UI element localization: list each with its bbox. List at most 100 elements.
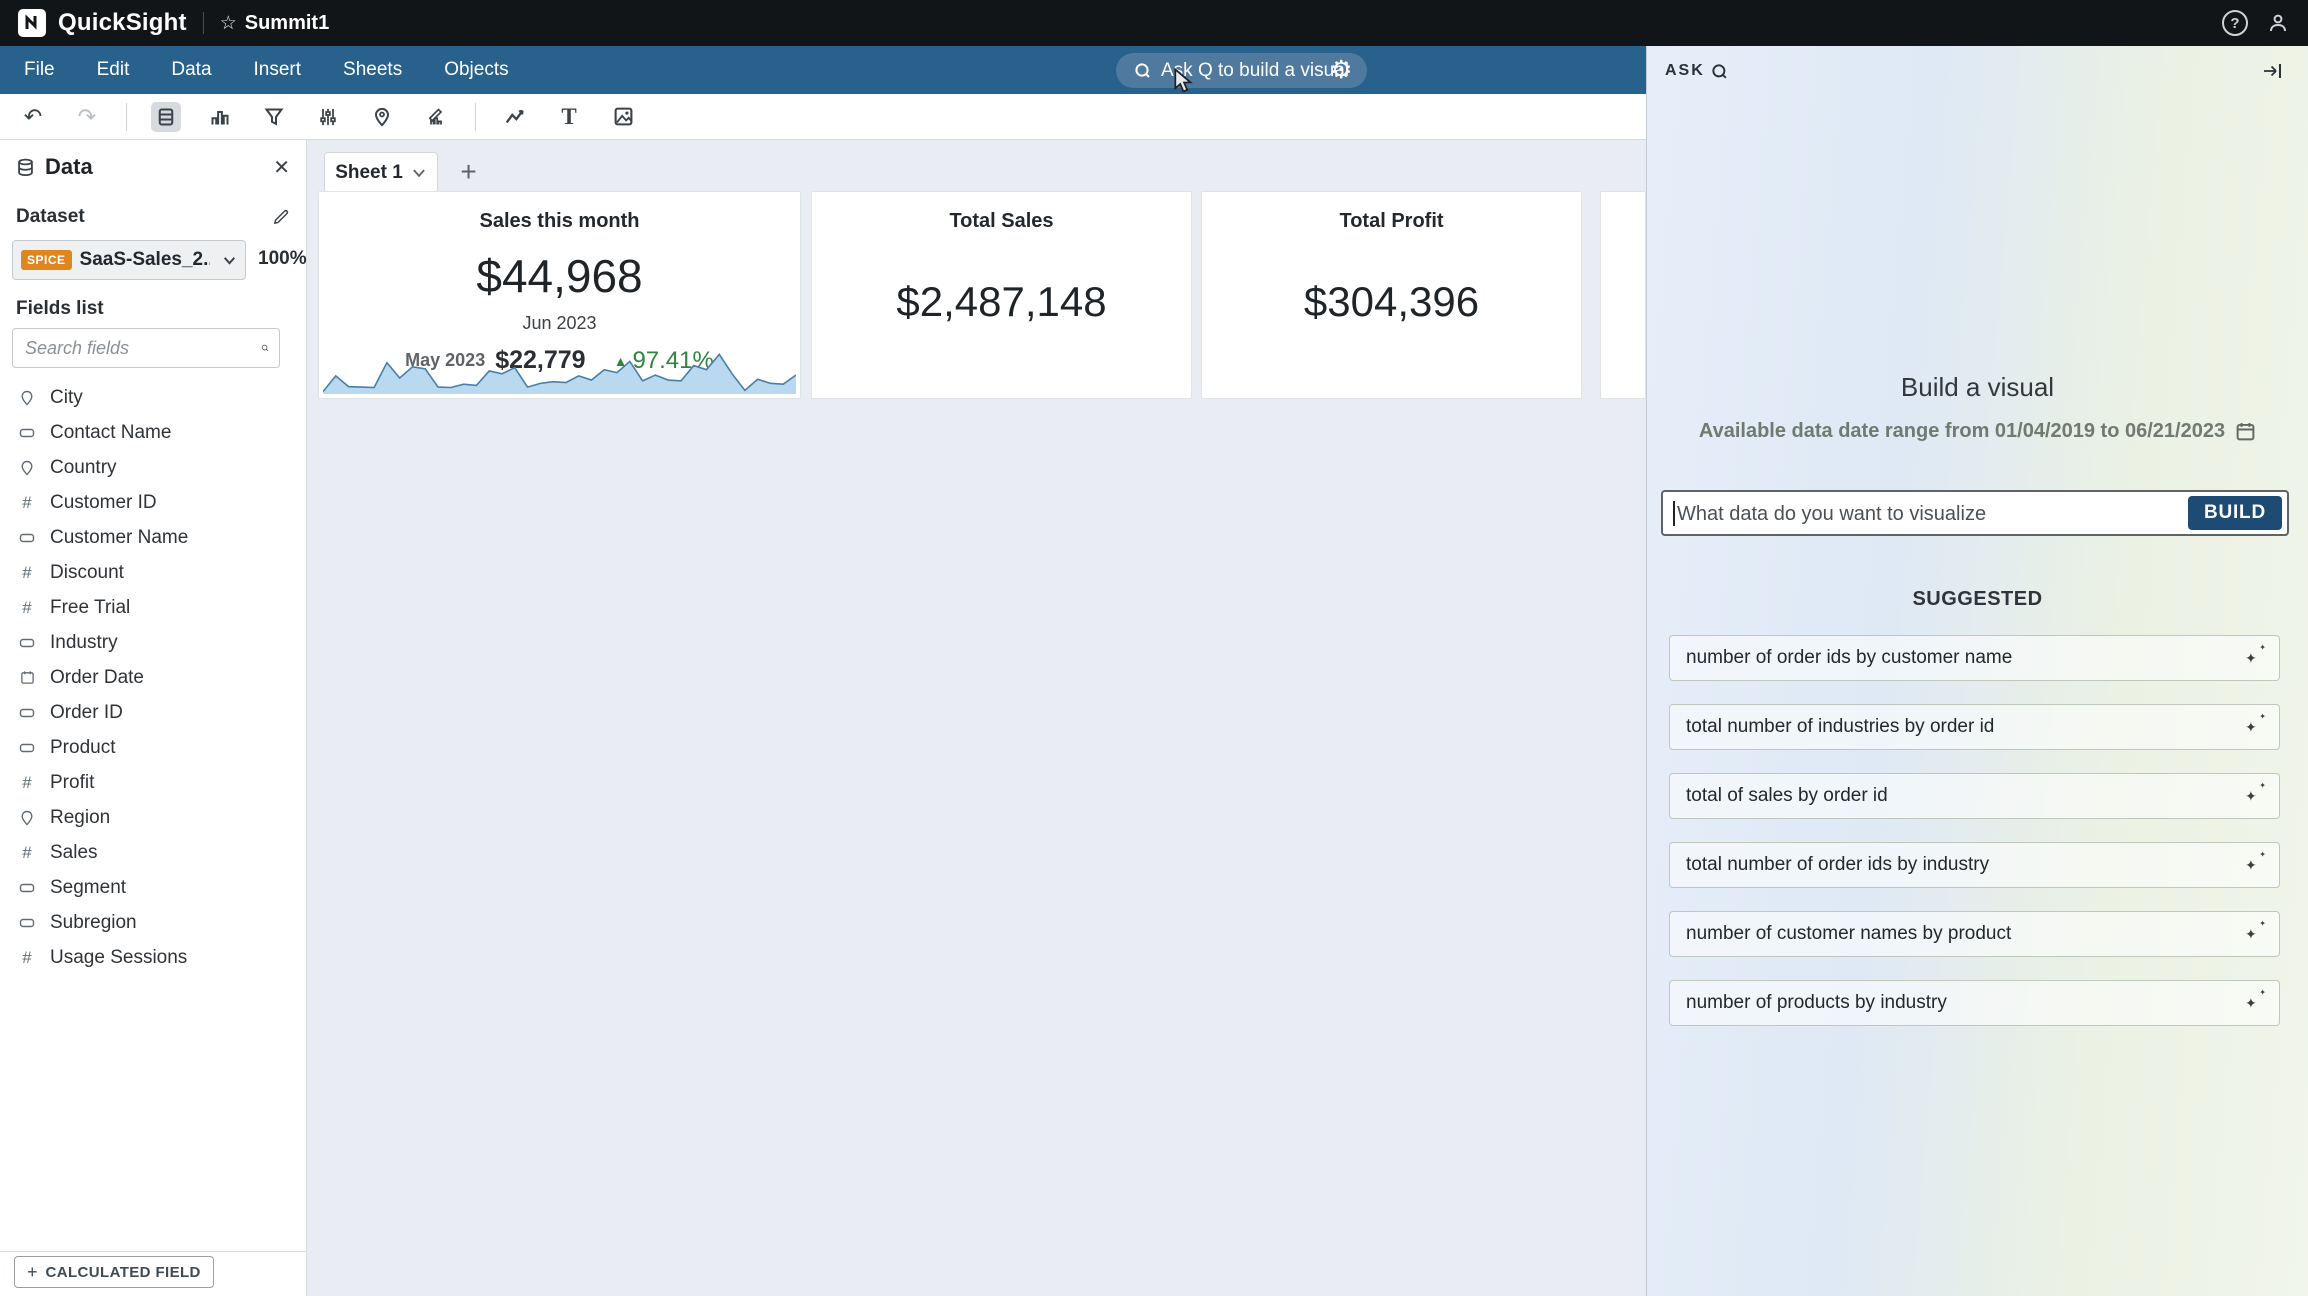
kpi-comparison: May 2023 $22,779 ▲ 97.41% bbox=[319, 346, 800, 375]
calendar-icon[interactable] bbox=[2235, 421, 2256, 442]
suggestion-item-1[interactable]: number of order ids by customer name ✦ ✦ bbox=[1669, 635, 2280, 681]
add-sheet-button[interactable]: + bbox=[460, 155, 477, 187]
geo-field-icon bbox=[16, 460, 38, 476]
arrow-up-icon: ▲ bbox=[613, 352, 628, 369]
change-indicator: ▲ 97.41% bbox=[614, 347, 714, 375]
suggestion-item-4[interactable]: total number of order ids by industry ✦ ✦ bbox=[1669, 842, 2280, 888]
user-account-icon[interactable] bbox=[2266, 11, 2290, 35]
question-input[interactable] bbox=[1675, 492, 2159, 536]
string-field-icon bbox=[16, 705, 38, 721]
date-range-text: Available data date range from 01/04/201… bbox=[1698, 420, 2226, 442]
document-title: Summit1 bbox=[244, 11, 330, 34]
sheet-tab-label: Sheet 1 bbox=[335, 161, 403, 183]
field-item-country[interactable]: Country bbox=[0, 450, 306, 485]
card-title: Total Sales bbox=[949, 210, 1054, 232]
number-field-icon: # bbox=[22, 492, 32, 512]
suggestion-list: number of order ids by customer name ✦ ✦ to… bbox=[1669, 635, 2280, 1049]
insert-line-icon[interactable] bbox=[500, 102, 530, 132]
tab-sheet-1[interactable]: Sheet 1 bbox=[324, 152, 438, 193]
quicksight-logo-icon[interactable] bbox=[18, 9, 46, 37]
field-item-order-id[interactable]: Order ID bbox=[0, 695, 306, 730]
date-range-note: Available data date range from 01/04/201… bbox=[1647, 420, 2308, 443]
field-item-customer-id[interactable]: # Customer ID bbox=[0, 485, 306, 520]
divider bbox=[0, 1251, 306, 1252]
close-icon[interactable]: ✕ bbox=[273, 156, 290, 179]
kpi-card-sales-this-month[interactable]: Sales this month $44,968 Jun 2023 May 20… bbox=[318, 191, 801, 399]
themes-icon[interactable] bbox=[421, 102, 451, 132]
q-search-icon bbox=[1135, 62, 1150, 78]
insert-image-icon[interactable] bbox=[608, 102, 638, 132]
field-item-usage-sessions[interactable]: # Usage Sessions bbox=[0, 940, 306, 975]
date-field-icon bbox=[16, 670, 38, 685]
database-icon bbox=[18, 158, 33, 176]
text-caret bbox=[1673, 501, 1675, 526]
field-item-industry[interactable]: Industry bbox=[0, 625, 306, 660]
edit-pencil-icon[interactable] bbox=[272, 208, 290, 226]
sparkle-icon: ✦ ✦ bbox=[2245, 918, 2266, 942]
insert-text-icon[interactable]: T bbox=[561, 103, 577, 129]
string-field-icon bbox=[16, 530, 38, 546]
field-item-profit[interactable]: # Profit bbox=[0, 765, 306, 800]
menu-data[interactable]: Data bbox=[171, 59, 212, 80]
card-title: Sales this month bbox=[479, 210, 640, 232]
undo-icon[interactable]: ↶ bbox=[23, 103, 43, 129]
field-item-order-date[interactable]: Order Date bbox=[0, 660, 306, 695]
search-input[interactable] bbox=[23, 336, 261, 360]
field-item-customer-name[interactable]: Customer Name bbox=[0, 520, 306, 555]
dataset-selector[interactable]: SPICE SaaS-Sales_2... bbox=[12, 240, 246, 280]
question-input-wrap: BUILD bbox=[1661, 490, 2289, 536]
field-item-discount[interactable]: # Discount bbox=[0, 555, 306, 590]
field-item-subregion[interactable]: Subregion bbox=[0, 905, 306, 940]
filter-icon[interactable] bbox=[259, 102, 289, 132]
dataset-row: Dataset bbox=[16, 206, 290, 228]
menu-objects[interactable]: Objects bbox=[444, 59, 509, 80]
suggestion-item-2[interactable]: total number of industries by order id ✦ ✦ bbox=[1669, 704, 2280, 750]
kpi-card-partial[interactable] bbox=[1600, 191, 1646, 399]
gear-icon[interactable]: ⚙ bbox=[1330, 56, 1353, 84]
data-panel-toggle-icon[interactable] bbox=[151, 101, 181, 132]
build-a-visual-title: Build a visual bbox=[1900, 372, 2055, 402]
favorite-star-icon[interactable]: ☆ bbox=[219, 12, 237, 34]
kpi-primary-value: $2,487,148 bbox=[896, 278, 1107, 325]
field-item-product[interactable]: Product bbox=[0, 730, 306, 765]
field-item-sales[interactable]: # Sales bbox=[0, 835, 306, 870]
field-item-region[interactable]: Region bbox=[0, 800, 306, 835]
dataset-import-progress: 100% bbox=[258, 248, 307, 269]
ask-header-label: ASK bbox=[1665, 62, 1705, 79]
actions-pin-icon[interactable] bbox=[367, 102, 397, 132]
suggestion-item-5[interactable]: number of customer names by product ✦ ✦ bbox=[1669, 911, 2280, 957]
sparkle-icon: ✦ ✦ bbox=[2245, 780, 2266, 804]
menu-sheets[interactable]: Sheets bbox=[343, 59, 403, 80]
kpi-card-total-profit[interactable]: Total Profit $304,396 bbox=[1201, 191, 1582, 399]
kpi-card-total-sales[interactable]: Total Sales $2,487,148 bbox=[811, 191, 1192, 399]
menu-insert[interactable]: Insert bbox=[253, 59, 302, 80]
top-bar: QuickSight ☆ Summit1 ? bbox=[0, 0, 2308, 46]
sheet-canvas: Sheet 1 + Sales this month $44,968 Jun 2… bbox=[307, 140, 1646, 1296]
kpi-sparkline-chart bbox=[323, 348, 796, 394]
number-field-icon: # bbox=[22, 772, 32, 792]
ask-q-button[interactable]: Ask Q to build a visual bbox=[1116, 53, 1367, 88]
field-item-free-trial[interactable]: # Free Trial bbox=[0, 590, 306, 625]
build-button[interactable]: BUILD bbox=[2187, 496, 2282, 530]
sparkle-icon: ✦ ✦ bbox=[2245, 642, 2266, 666]
suggestion-item-3[interactable]: total of sales by order id ✦ ✦ bbox=[1669, 773, 2280, 819]
suggestion-item-6[interactable]: number of products by industry ✦ ✦ bbox=[1669, 980, 2280, 1026]
fields-search bbox=[12, 328, 280, 368]
field-item-city[interactable]: City bbox=[0, 380, 306, 415]
string-field-icon bbox=[16, 425, 38, 441]
collapse-panel-icon[interactable] bbox=[2262, 62, 2284, 80]
field-item-contact-name[interactable]: Contact Name bbox=[0, 415, 306, 450]
menu-edit[interactable]: Edit bbox=[96, 59, 130, 80]
visuals-icon[interactable] bbox=[205, 102, 235, 132]
redo-icon[interactable]: ↷ bbox=[77, 103, 97, 129]
field-item-segment[interactable]: Segment bbox=[0, 870, 306, 905]
calculated-field-button[interactable]: + CALCULATED FIELD bbox=[14, 1256, 214, 1288]
geo-field-icon bbox=[16, 390, 38, 406]
parameters-icon[interactable] bbox=[313, 102, 343, 132]
kpi-primary-value: $304,396 bbox=[1303, 278, 1480, 325]
help-icon[interactable]: ? bbox=[2222, 10, 2248, 36]
divider bbox=[475, 102, 476, 131]
spice-badge: SPICE bbox=[21, 250, 72, 270]
menu-file[interactable]: File bbox=[24, 59, 55, 80]
